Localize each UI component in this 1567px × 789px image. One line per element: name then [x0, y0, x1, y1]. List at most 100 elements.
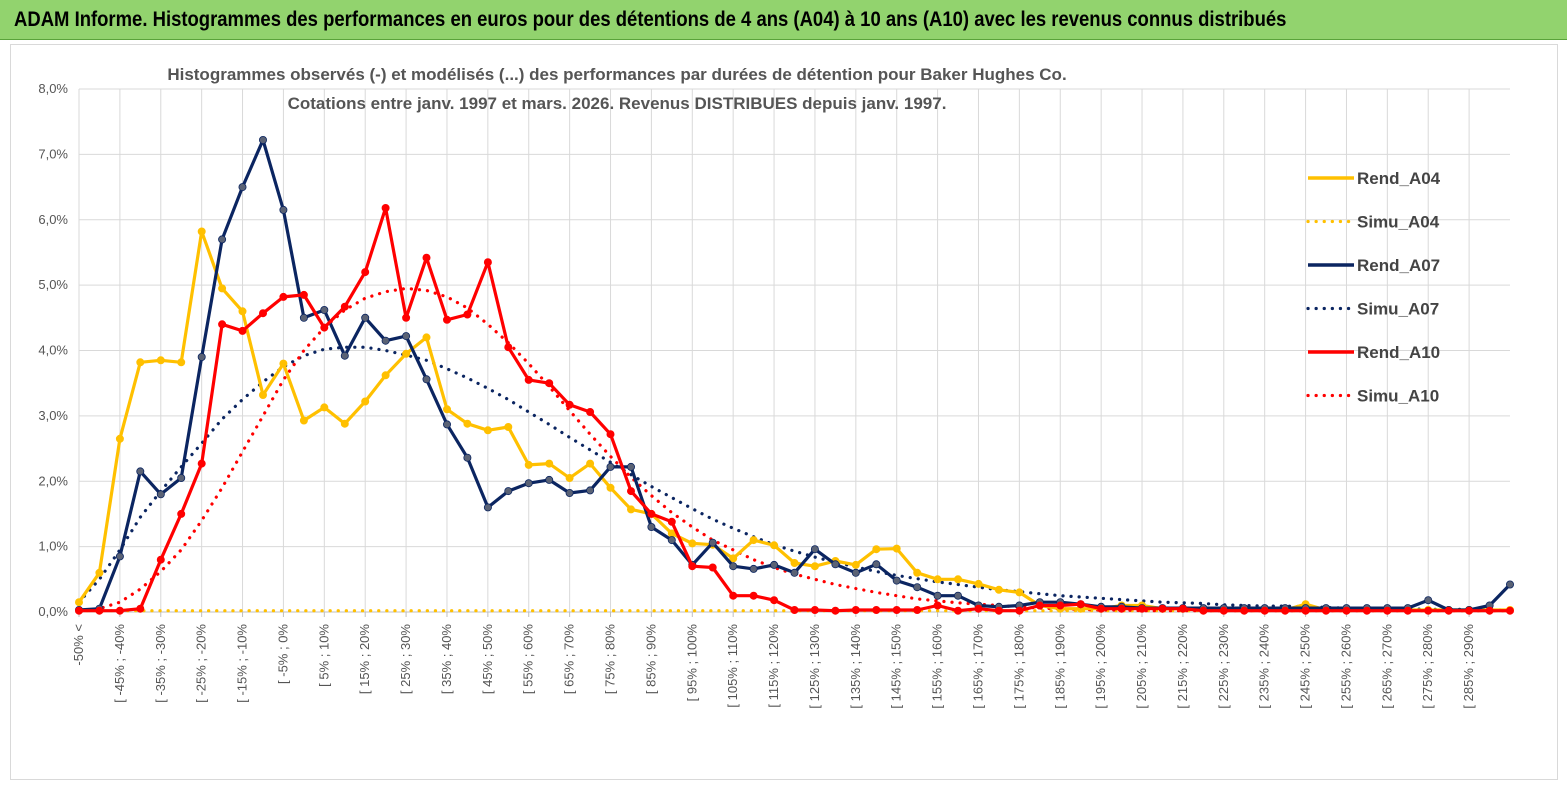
legend-item-simu-a07: Simu_A07 [1306, 300, 1439, 319]
data-point [1117, 604, 1126, 613]
legend-item-simu-a04: Simu_A04 [1306, 213, 1440, 232]
data-point [258, 309, 267, 318]
data-point [545, 475, 554, 484]
data-point [872, 560, 881, 569]
data-point [1403, 606, 1412, 615]
data-point [1260, 606, 1269, 615]
data-point [954, 575, 963, 584]
data-point [115, 434, 124, 443]
legend-item-rend-a07: Rend_A07 [1308, 256, 1440, 275]
x-tick-label: [ 195% ; 200% [1093, 624, 1108, 709]
data-point [1015, 588, 1024, 597]
data-point [1138, 604, 1147, 613]
data-point [851, 606, 860, 615]
data-point [1158, 604, 1167, 613]
data-point [892, 576, 901, 585]
x-tick-label: [ 275% ; 280% [1420, 624, 1435, 709]
data-point [933, 591, 942, 600]
data-point [136, 358, 145, 367]
data-point [95, 568, 104, 577]
data-point [913, 568, 922, 577]
data-point [586, 407, 595, 416]
data-point [483, 258, 492, 267]
x-tick-label: [ 185% ; 190% [1052, 624, 1067, 709]
y-tick-label: 0,0% [38, 604, 68, 619]
x-tick-label: [ -45% ; -40% [112, 624, 127, 703]
legend-label: Rend_A10 [1357, 343, 1440, 362]
data-point [606, 462, 615, 471]
data-point [442, 315, 451, 324]
series-layer [75, 135, 1515, 615]
data-point [913, 583, 922, 592]
data-point [933, 601, 942, 610]
report-title: ADAM Informe. Histogrammes des performan… [14, 8, 1287, 31]
chart-grid [78, 88, 1510, 617]
x-tick-label: [ 35% ; 40% [439, 624, 454, 695]
chart-legend: Rend_A04 Simu_A04 Rend_A07 Simu_A07 Rend_A10… [1306, 169, 1441, 406]
data-point [483, 426, 492, 435]
data-point [667, 536, 676, 545]
data-point [197, 227, 206, 236]
x-tick-label: [ 225% ; 230% [1216, 624, 1231, 709]
data-point [729, 554, 738, 563]
data-point [647, 509, 656, 518]
x-tick-label: [ 25% ; 30% [398, 624, 413, 695]
y-tick-label: 4,0% [38, 343, 68, 358]
data-point [320, 403, 329, 412]
data-point [627, 505, 636, 514]
data-point [1015, 606, 1024, 615]
report-banner: ADAM Informe. Histogrammes des performan… [0, 0, 1567, 40]
data-point [483, 503, 492, 512]
data-point [545, 379, 554, 388]
data-point [994, 585, 1003, 594]
data-point [933, 575, 942, 584]
x-tick-label: [ 265% ; 270% [1379, 624, 1394, 709]
data-point [1383, 606, 1392, 615]
data-point [565, 473, 574, 482]
data-point [974, 604, 983, 613]
data-point [442, 420, 451, 429]
data-point [790, 568, 799, 577]
series-rend-a10 [75, 203, 1515, 615]
x-tick-label: [ 95% ; 100% [684, 624, 699, 702]
x-tick-label: [ 245% ; 250% [1298, 624, 1313, 709]
data-point [1076, 600, 1085, 609]
data-point [218, 235, 227, 244]
data-point [320, 323, 329, 332]
data-point [504, 343, 513, 352]
data-point [1301, 606, 1310, 615]
legend-item-simu-a10: Simu_A10 [1306, 387, 1439, 406]
data-point [831, 560, 840, 569]
data-point [1240, 606, 1249, 615]
data-point [238, 183, 247, 192]
data-point [361, 268, 370, 277]
data-point [258, 135, 267, 144]
data-point [606, 483, 615, 492]
data-point [770, 541, 779, 550]
chart-frame [10, 44, 1558, 780]
data-point [913, 606, 922, 615]
data-point [177, 509, 186, 518]
data-point [279, 292, 288, 301]
data-point [299, 416, 308, 425]
data-point [1506, 580, 1515, 589]
x-tick-label: [ 105% ; 110% [725, 624, 740, 708]
data-point [402, 349, 411, 358]
data-point [688, 539, 697, 548]
data-point [177, 358, 186, 367]
data-point [238, 326, 247, 335]
y-tick-label: 8,0% [38, 81, 68, 96]
x-tick-label: -50% < [71, 624, 86, 666]
data-point [974, 579, 983, 588]
data-point [463, 419, 472, 428]
data-point [340, 302, 349, 311]
data-point [177, 473, 186, 482]
data-point [749, 591, 758, 600]
x-tick-label: [ 205% ; 210% [1134, 624, 1149, 709]
data-point [504, 487, 513, 496]
y-tick-label: 5,0% [38, 277, 68, 292]
x-tick-label: [ 215% ; 220% [1175, 624, 1190, 709]
series-rend-a07 [75, 135, 1515, 615]
data-point [708, 538, 717, 547]
